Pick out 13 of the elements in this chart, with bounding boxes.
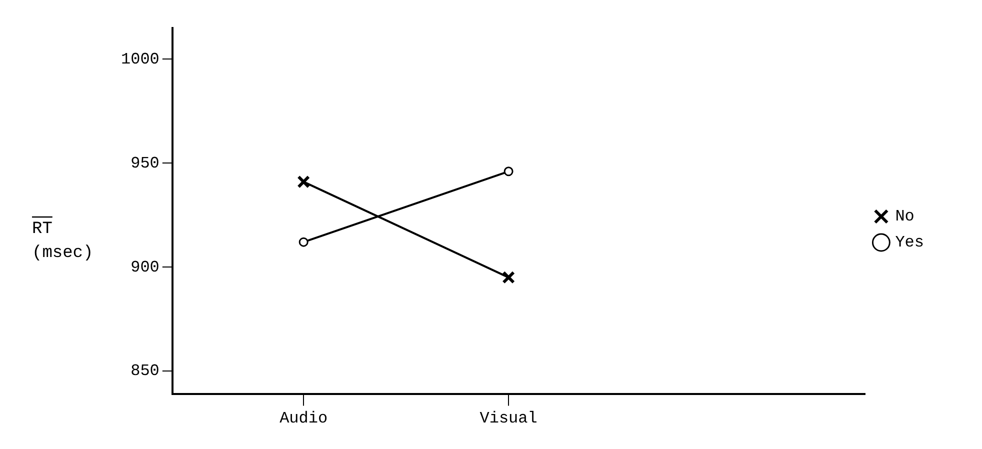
y-tick-label: 900 [130,258,160,276]
y-tick-label: 1000 [121,50,160,68]
x-tick-label: Visual [480,410,538,428]
point [298,237,308,247]
legend-label: No [895,208,914,226]
y-tick-label: 850 [130,362,160,380]
point [502,270,515,284]
x-tick-label: Audio [280,410,328,428]
y-tick-label: 950 [130,154,160,172]
legend-label: Yes [895,234,924,252]
point [297,175,310,188]
point [504,166,514,176]
y-axis-title: RT (msec) [32,220,94,264]
